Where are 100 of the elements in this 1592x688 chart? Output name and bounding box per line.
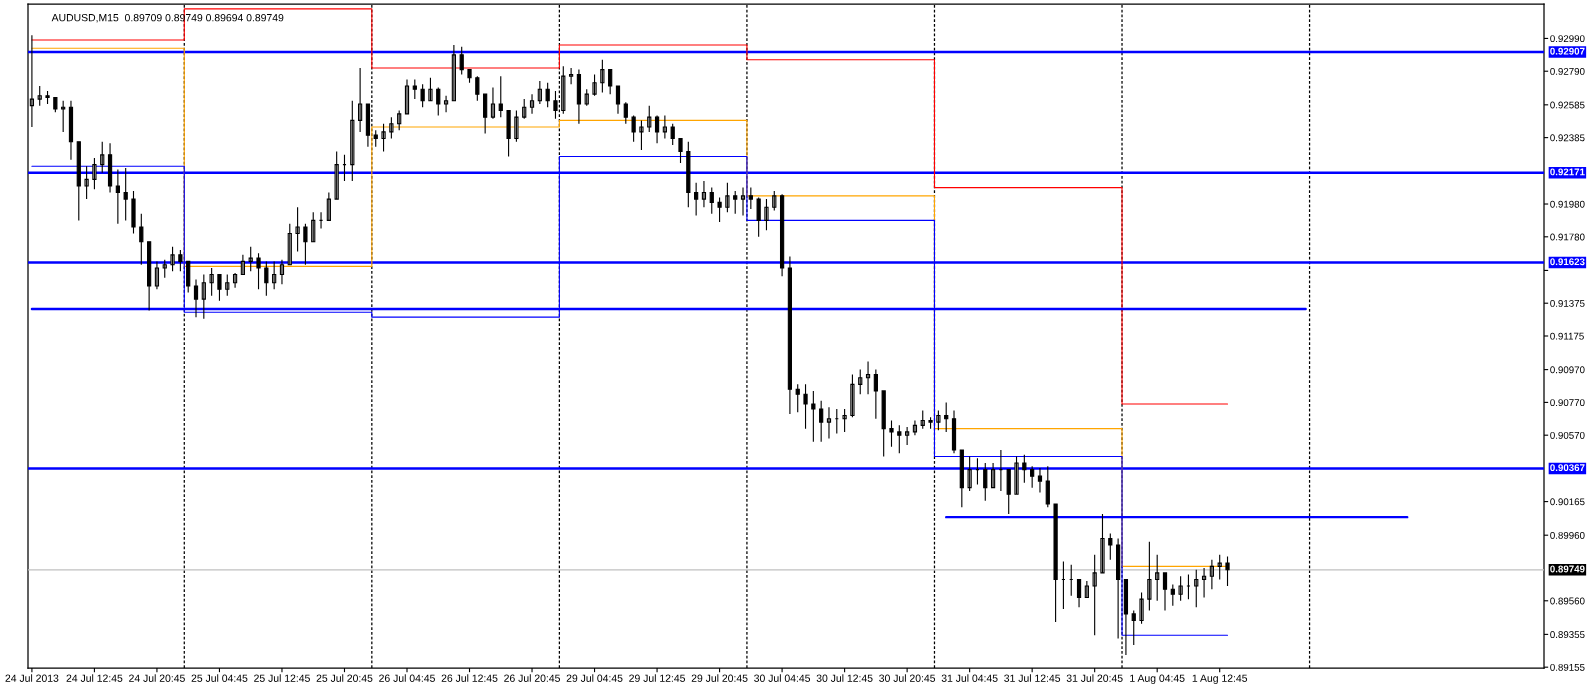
candlestick	[764, 198, 769, 231]
candlestick	[522, 98, 527, 120]
y-tick-label: 0.89355	[1550, 631, 1585, 639]
candlestick	[100, 141, 105, 174]
candlestick	[248, 246, 253, 272]
candlestick	[639, 119, 644, 151]
y-tick-label: 0.92790	[1550, 67, 1585, 75]
candlestick	[1108, 533, 1113, 561]
candlestick	[123, 167, 128, 221]
candlestick	[670, 123, 675, 146]
candlestick	[1006, 469, 1011, 515]
candlestick	[76, 141, 81, 221]
candlestick	[498, 75, 503, 118]
candlestick	[865, 360, 871, 395]
candlestick	[1022, 454, 1027, 484]
candlestick	[279, 259, 285, 285]
candlestick	[819, 400, 824, 443]
candlestick	[600, 59, 605, 94]
x-tick-label: 25 Jul 20:45	[316, 674, 373, 682]
candlestick	[318, 211, 324, 230]
candlestick	[272, 260, 277, 290]
y-tick-label: 0.92990	[1550, 35, 1585, 43]
y-tick-label: 0.90570	[1550, 431, 1585, 439]
candlestick	[61, 100, 66, 133]
candlestick	[451, 44, 457, 102]
candlestick	[162, 259, 167, 279]
y-tick-label: 0.91980	[1550, 200, 1585, 208]
candlestick	[944, 401, 949, 433]
candlestick	[256, 252, 261, 290]
candlestick	[295, 206, 300, 253]
candlestick	[615, 85, 621, 115]
candlestick	[592, 73, 597, 97]
candlestick	[623, 101, 628, 125]
y-tick-label: 0.89155	[1550, 663, 1585, 671]
y-tick-label: 0.91375	[1550, 299, 1585, 307]
candlestick	[772, 190, 777, 212]
candlestick	[1170, 583, 1175, 607]
candlestick	[1076, 578, 1082, 608]
candlestick	[920, 410, 925, 430]
y-tick-label: 0.90970	[1550, 366, 1585, 374]
y-tick-label: 0.91175	[1550, 332, 1584, 340]
x-tick-label: 31 Jul 20:45	[1066, 674, 1123, 682]
candlestick	[37, 85, 42, 107]
candlestick	[1053, 503, 1058, 623]
candlestick	[326, 191, 331, 221]
candlestick	[725, 182, 730, 213]
candlestick	[576, 69, 582, 125]
candlestick	[990, 462, 996, 489]
candlestick	[303, 223, 308, 266]
candlestick	[826, 406, 832, 440]
candlestick	[631, 114, 636, 143]
candlestick	[584, 88, 589, 107]
candlestick	[490, 87, 496, 120]
candlestick	[686, 141, 691, 208]
candlestick	[334, 151, 339, 200]
candlestick	[608, 69, 613, 95]
candlestick	[694, 182, 699, 217]
x-tick-label: 31 Jul 04:45	[941, 674, 998, 682]
candlestick	[905, 426, 910, 446]
x-tick-label: 25 Jul 04:45	[191, 674, 248, 682]
candlestick	[709, 187, 714, 215]
candlestick	[756, 196, 761, 238]
x-tick-label: 29 Jul 04:45	[566, 674, 623, 682]
candlestick	[264, 260, 269, 297]
y-tick-label: 0.90165	[1550, 498, 1585, 506]
candlestick	[787, 255, 793, 415]
candlestick	[568, 67, 574, 85]
y-tick-label: 0.92385	[1550, 134, 1585, 142]
candlestick	[107, 142, 113, 194]
candlestick	[740, 187, 746, 217]
candlestick	[373, 129, 378, 148]
candlestick	[84, 165, 89, 200]
candlestick	[967, 455, 972, 492]
y-tick-label: 0.92585	[1550, 101, 1585, 109]
candlestick	[803, 383, 808, 430]
candlestick	[1194, 569, 1199, 608]
x-tick-label: 25 Jul 12:45	[254, 674, 310, 682]
candlestick	[506, 110, 511, 158]
candlestick	[975, 457, 980, 485]
candlestick	[1092, 554, 1097, 636]
candlestick	[232, 272, 238, 289]
candlestick	[701, 180, 707, 208]
ref-line-label: 0.91623	[1550, 258, 1585, 266]
y-tick-label: 0.90770	[1550, 399, 1585, 407]
candlestick	[201, 273, 206, 320]
candlestick	[178, 249, 183, 272]
candlestick	[537, 80, 542, 105]
candlestick	[420, 83, 425, 108]
candlestick	[217, 273, 222, 302]
x-tick-label: 26 Jul 12:45	[441, 674, 498, 682]
candlestick	[68, 100, 74, 161]
x-tick-label: 24 Jul 2013	[5, 674, 59, 682]
candlestick	[483, 93, 488, 135]
candlestick	[529, 93, 535, 115]
x-tick-label: 30 Jul 20:45	[879, 674, 936, 682]
candlestick	[834, 408, 839, 435]
candlestick	[1061, 560, 1066, 610]
candlestick	[1100, 513, 1105, 574]
candlestick	[428, 77, 433, 102]
x-tick-label: 30 Jul 12:45	[816, 674, 873, 682]
